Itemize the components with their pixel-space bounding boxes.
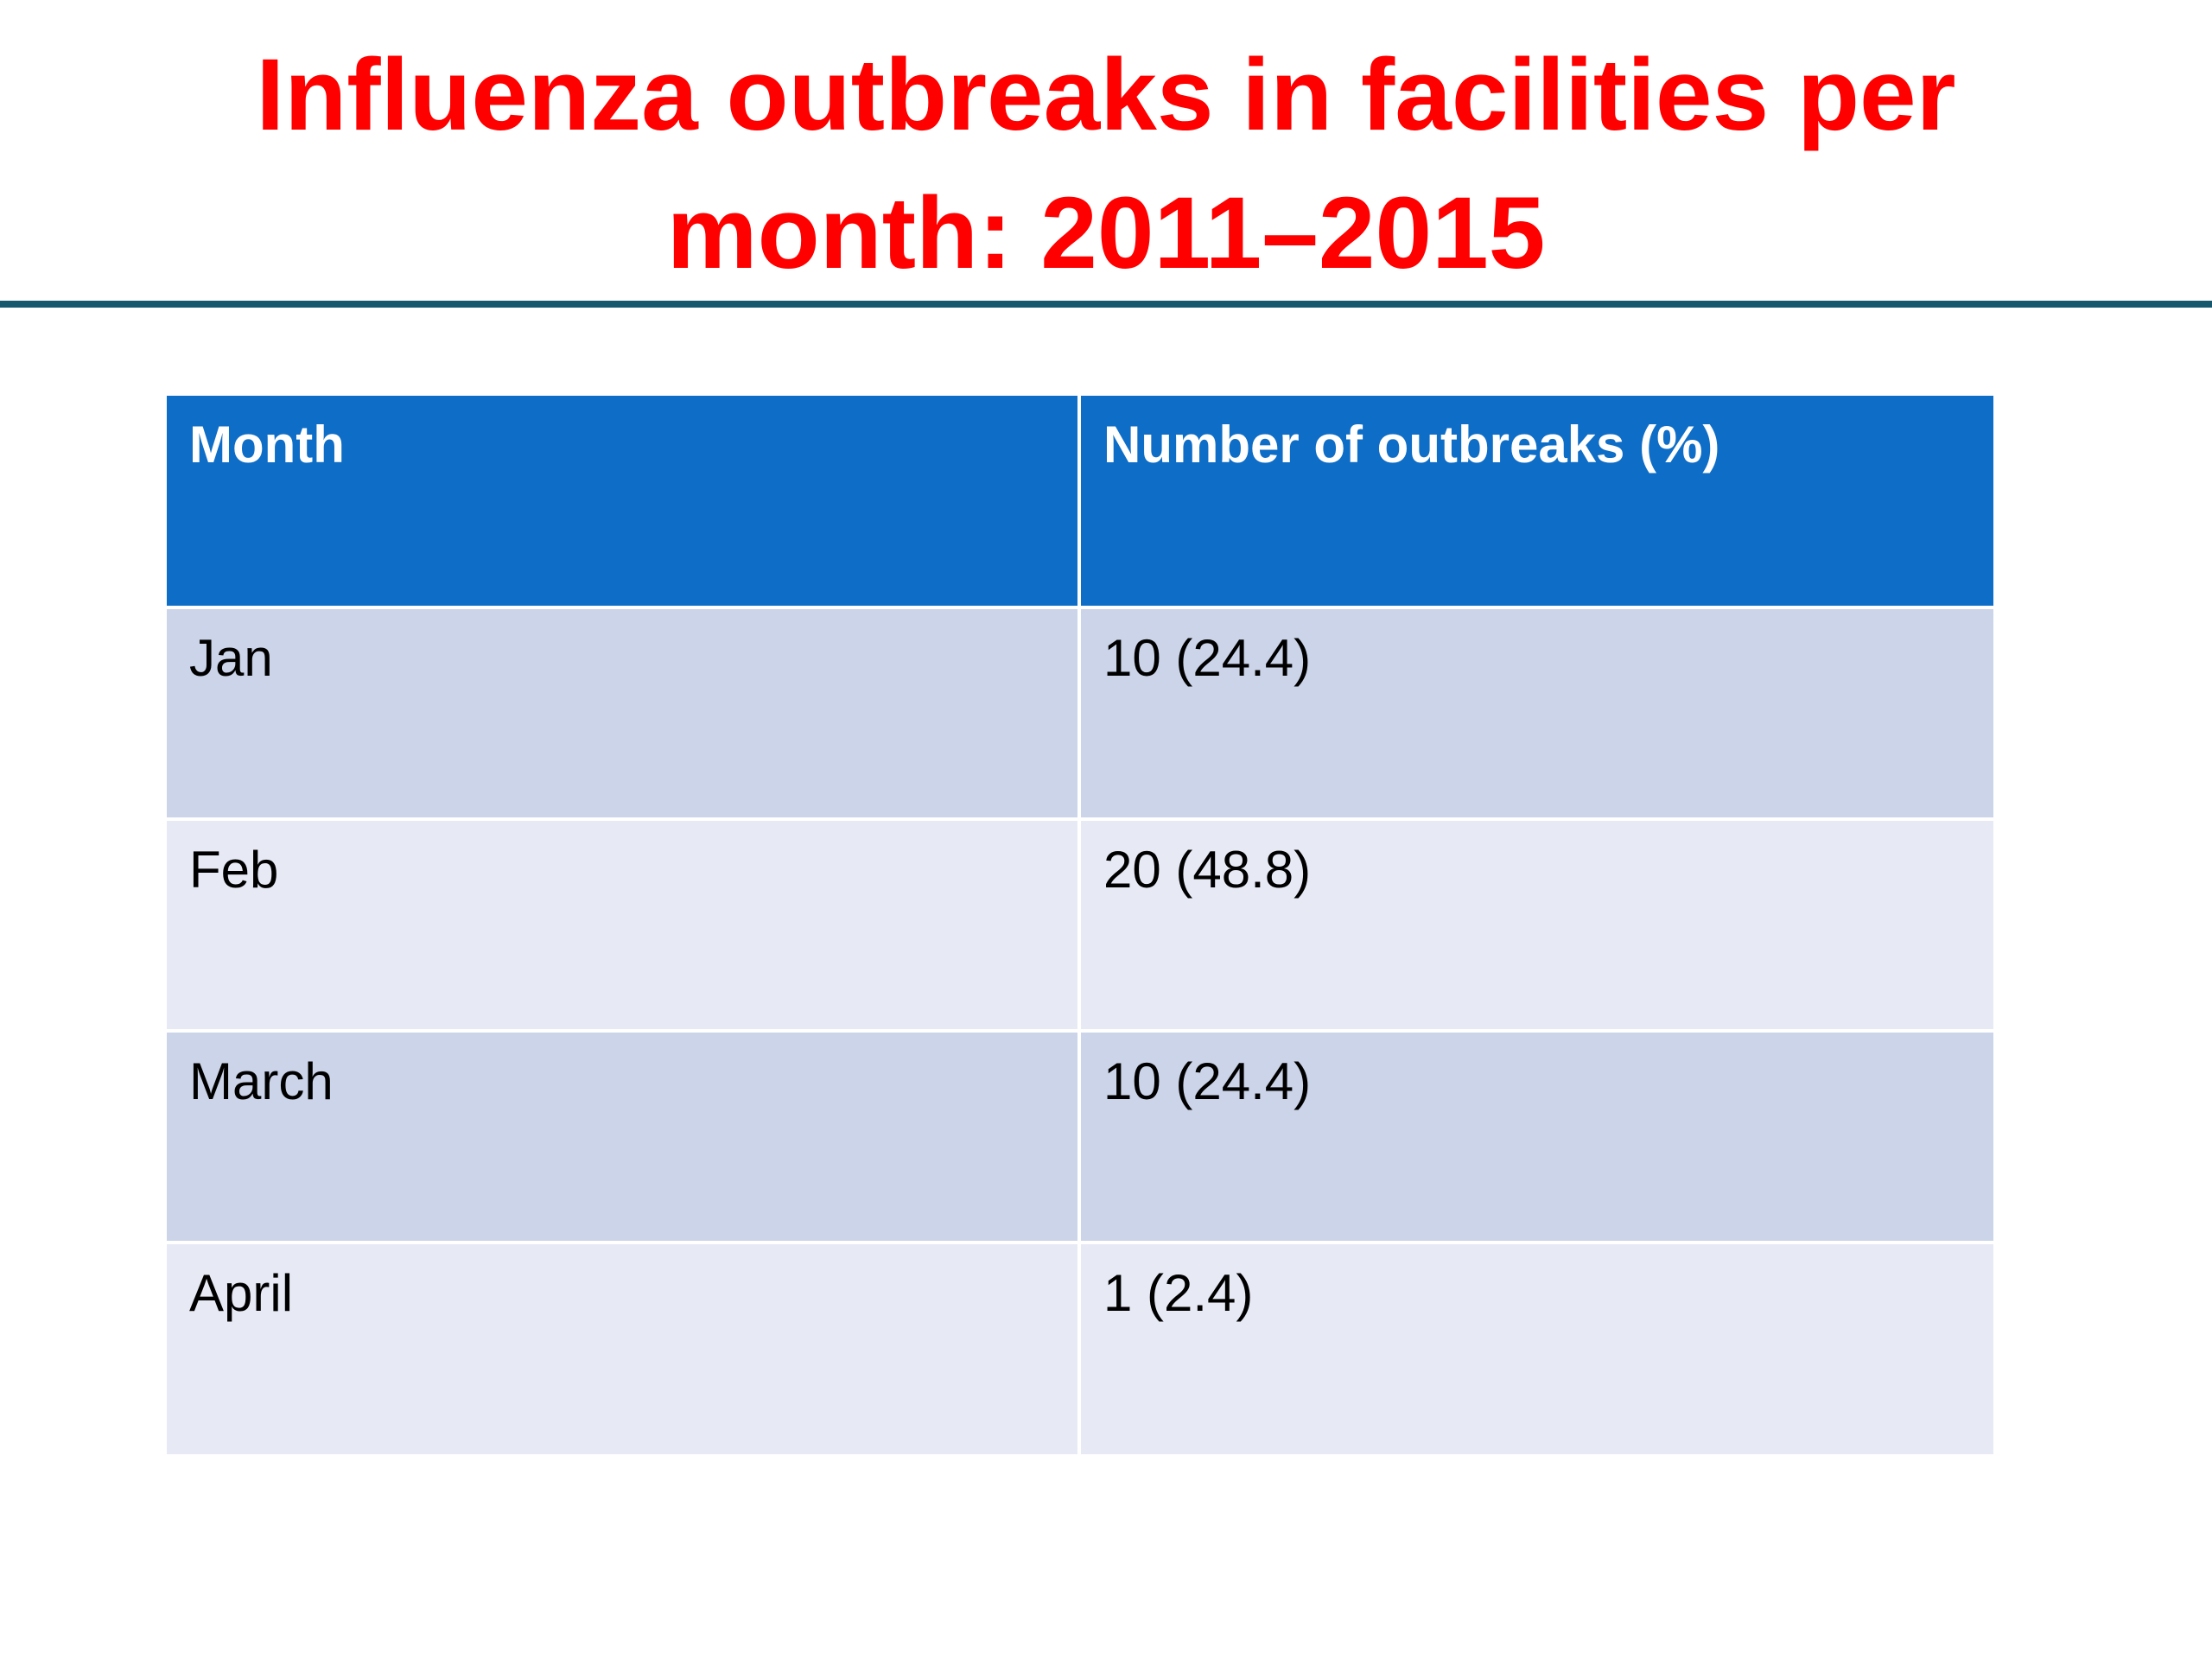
header-month: Month [167, 396, 1081, 609]
table-row: Jan 10 (24.4) [167, 606, 1993, 821]
slide-title-line-1: Influenza outbreaks in facilities per [256, 38, 1956, 152]
cell-month: March [167, 1029, 1081, 1244]
table-row: March 10 (24.4) [167, 1029, 1993, 1244]
slide-title: Influenza outbreaks in facilities per mo… [0, 26, 2212, 302]
cell-month: Feb [167, 817, 1081, 1033]
cell-outbreaks: 10 (24.4) [1077, 606, 1993, 821]
cell-outbreaks: 1 (2.4) [1077, 1241, 1993, 1454]
table-row: Feb 20 (48.8) [167, 817, 1993, 1033]
cell-month: Jan [167, 606, 1081, 821]
table-row: April 1 (2.4) [167, 1241, 1993, 1454]
cell-outbreaks: 20 (48.8) [1077, 817, 1993, 1033]
title-divider [0, 301, 2212, 308]
slide-title-line-2: month: 2011–2015 [666, 176, 1546, 290]
cell-month: April [167, 1241, 1081, 1454]
table-header-row: Month Number of outbreaks (%) [167, 396, 1993, 609]
cell-outbreaks: 10 (24.4) [1077, 1029, 1993, 1244]
header-number-of-outbreaks: Number of outbreaks (%) [1077, 396, 1993, 609]
outbreaks-table: Month Number of outbreaks (%) Jan 10 (24… [167, 396, 1993, 1454]
